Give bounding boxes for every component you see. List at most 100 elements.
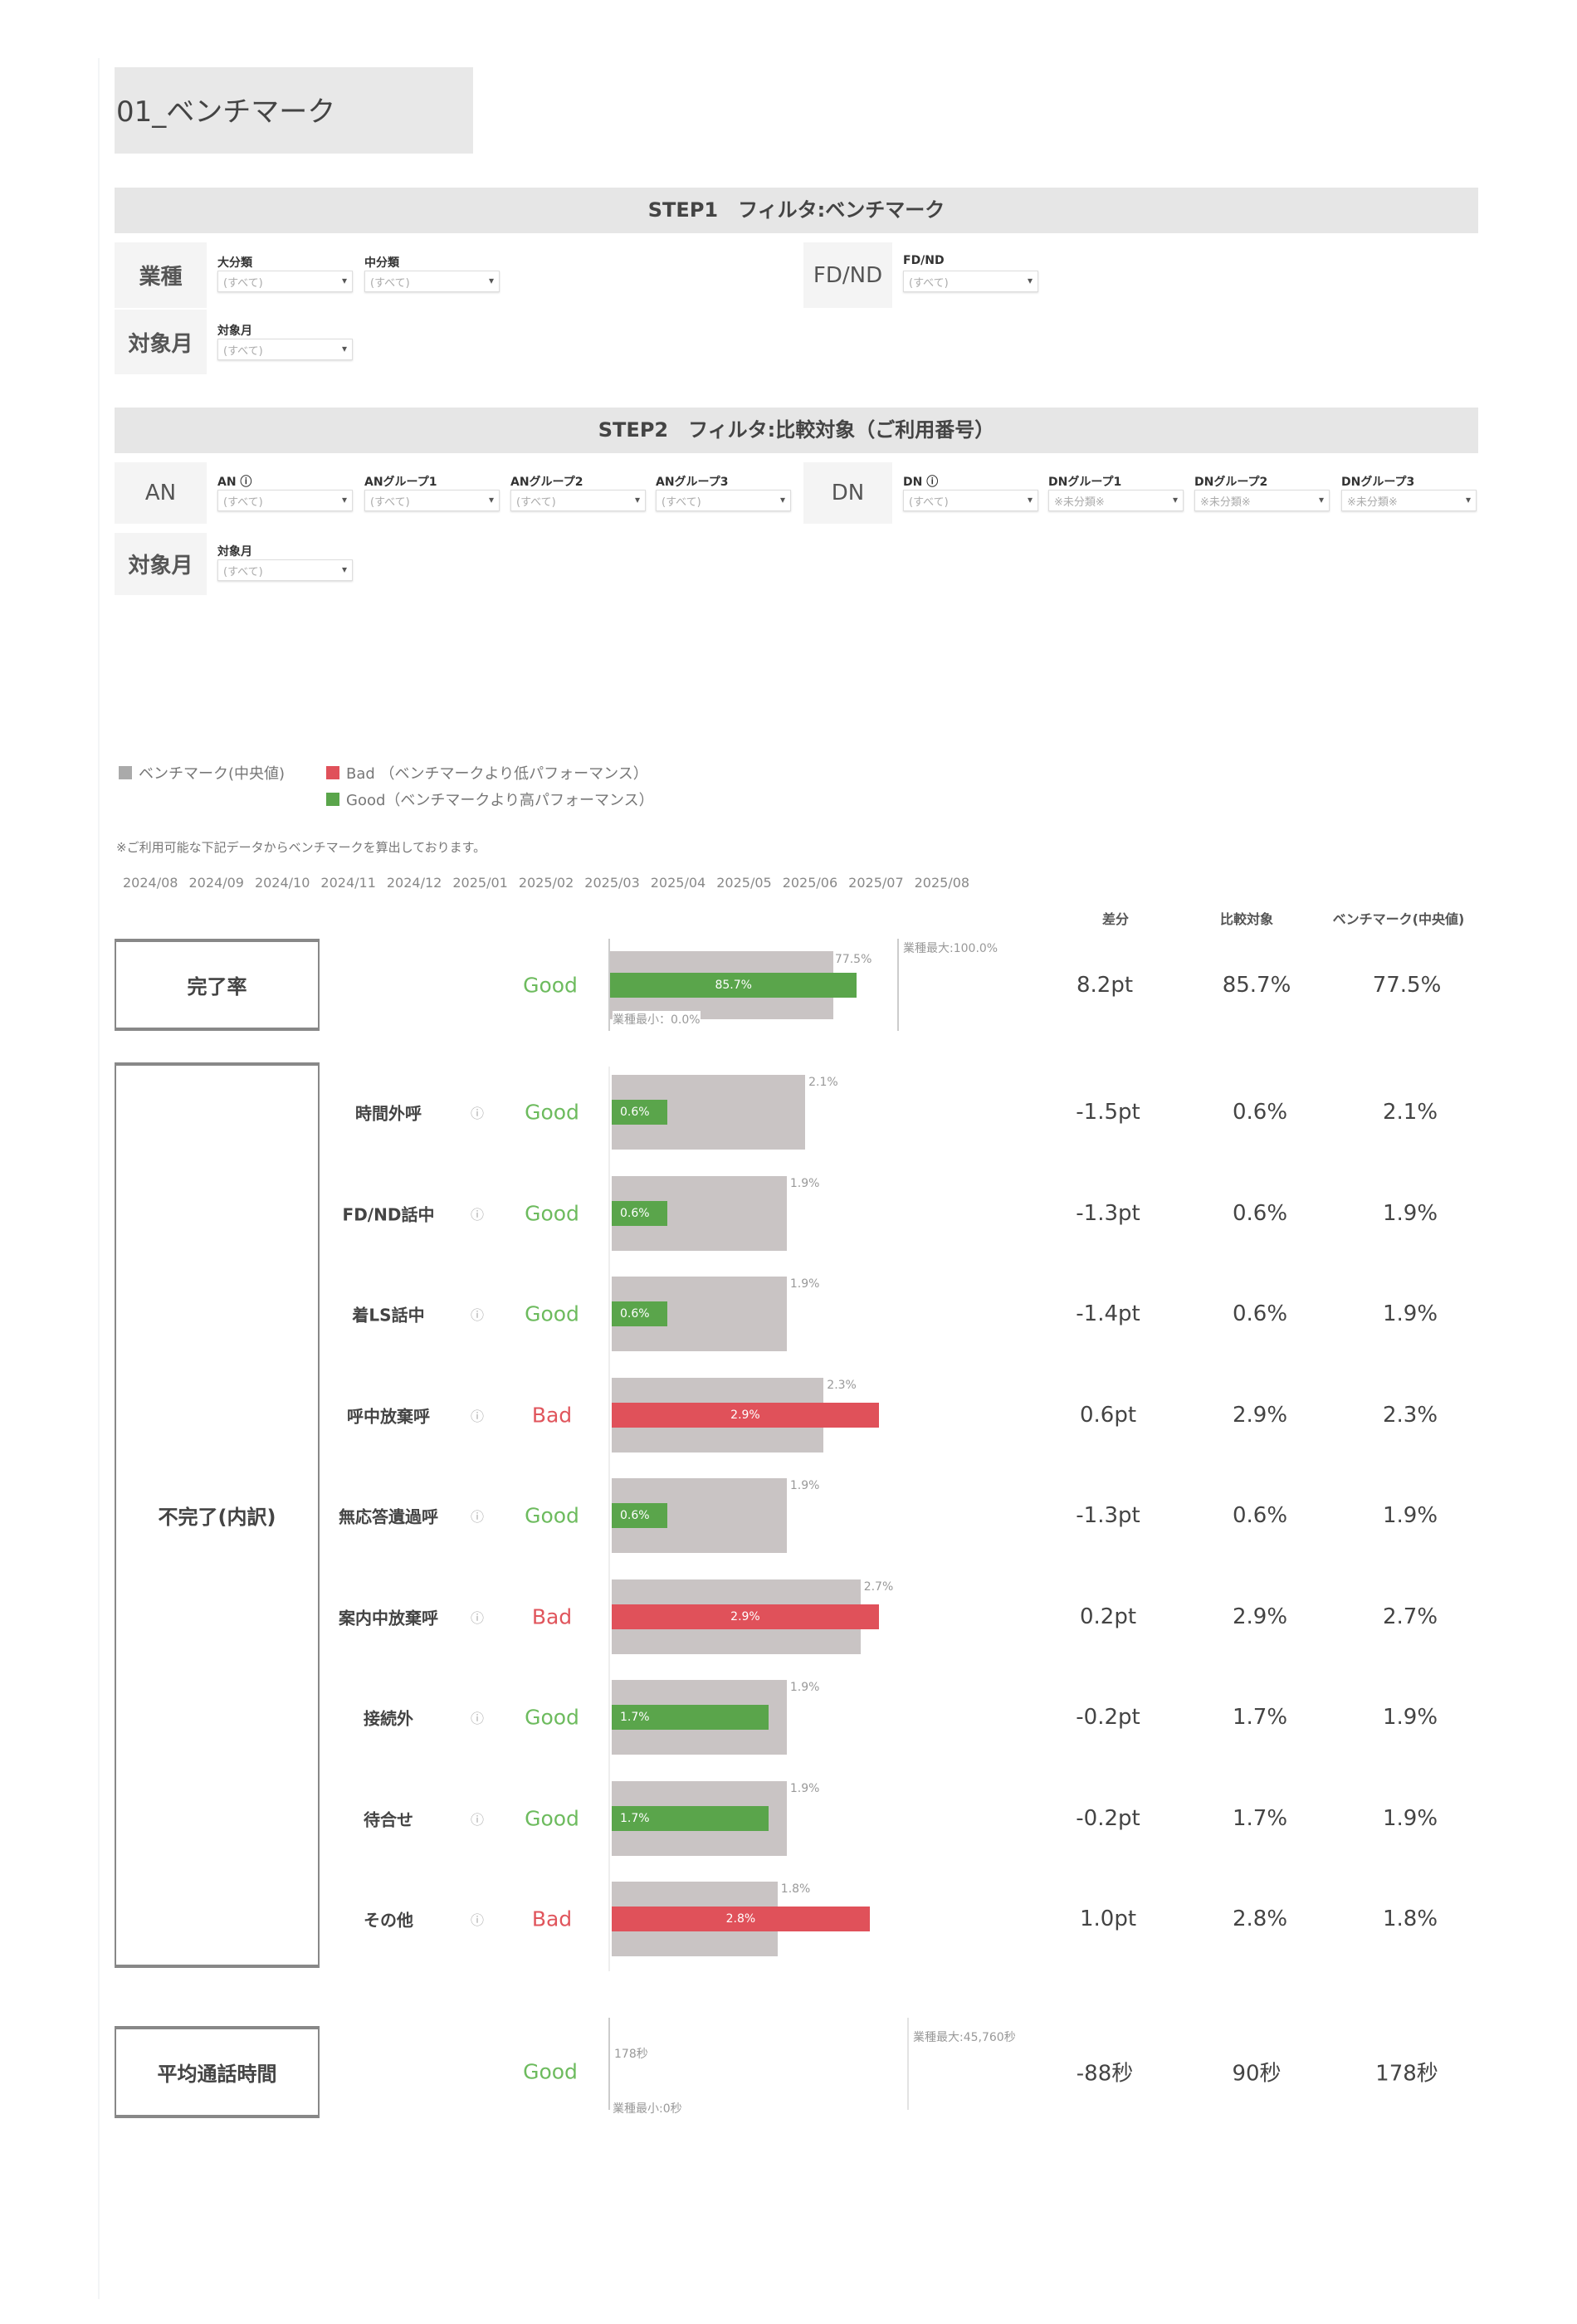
bad-swatch [326, 766, 339, 779]
step2-filter-dropdown[interactable]: ※未分類※ [1194, 490, 1330, 511]
completion-compare: 85.7% [1222, 973, 1291, 998]
step1-filter-label: 中分類 [364, 256, 399, 270]
row-benchmark: 1.9% [1382, 1503, 1438, 1528]
step1-filter-dropdown[interactable]: (すべて) [217, 339, 353, 360]
category-avg-call: 平均通話時間 [115, 2026, 320, 2118]
completion-status: Good [523, 973, 578, 998]
incomplete-axis [608, 1067, 610, 1971]
compare-bar-value: 2.9% [730, 1408, 760, 1422]
benchmark-bar-value: 2.7% [863, 1579, 894, 1594]
step2-filter-dropdown[interactable]: (すべて) [217, 559, 353, 581]
row-compare: 2.8% [1232, 1907, 1288, 1931]
fdnd-label: FD/ND [803, 242, 892, 308]
compare-bar: 1.7% [612, 1805, 769, 1831]
row-name: 呼中放棄呼 [347, 1406, 430, 1426]
compare-bar-value: 0.6% [620, 1206, 650, 1220]
info-icon[interactable]: ⓘ [470, 1711, 485, 1726]
step2-filter-label: DN ⓘ [903, 476, 939, 489]
step1-filter-dropdown[interactable]: (すべて) [903, 271, 1038, 292]
row-status: Bad [531, 1604, 573, 1628]
avg-call-diff: -88秒 [1076, 2061, 1134, 2087]
legend-good-text: Good（ベンチマークより高パフォーマンス） [346, 792, 654, 809]
compare-bar: 2.9% [612, 1402, 879, 1428]
completion-diff: 8.2pt [1076, 973, 1134, 998]
row-compare: 2.9% [1232, 1604, 1288, 1629]
col-compare: 比較対象 [1219, 911, 1274, 927]
compare-bar-value: 1.7% [620, 1811, 650, 1825]
category-incomplete: 不完了(内訳) [115, 1062, 320, 1968]
row-name: 待合せ [364, 1809, 413, 1829]
category-completion: 完了率 [115, 939, 320, 1031]
step2-filter-label: DNグループ1 [1048, 476, 1122, 489]
good-swatch [326, 793, 339, 806]
info-icon[interactable]: ⓘ [470, 1408, 485, 1424]
dn-label: DN [803, 462, 892, 524]
benchmark-bar-value: 1.9% [789, 1681, 820, 1694]
step1-filter-label: FD/ND [903, 254, 945, 267]
compare-bar: 0.6% [612, 1503, 667, 1528]
row-name: 時間外呼 [355, 1103, 422, 1124]
step1-header: STEP1 フィルタ:ベンチマーク [115, 188, 1478, 233]
avg-call-bar-label: 178秒 [614, 2048, 648, 2061]
page-divider [98, 58, 100, 2299]
avg-call-status: Good [523, 2059, 578, 2084]
compare-bar-value: 0.6% [620, 1307, 650, 1321]
row-status: Good [525, 1503, 579, 1528]
step2-filter-dropdown[interactable]: (すべて) [656, 490, 791, 511]
row-name: 接続外 [364, 1708, 413, 1729]
benchmark-bar-value: 1.9% [789, 1479, 820, 1492]
step1-filter-dropdown[interactable]: (すべて) [217, 271, 353, 292]
info-icon[interactable]: ⓘ [470, 1206, 485, 1223]
benchmark-bar-value: 1.8% [780, 1882, 811, 1896]
row-status: Good [525, 1705, 579, 1730]
step2-filter-dropdown[interactable]: ※未分類※ [1341, 490, 1477, 511]
step2-filter-dropdown[interactable]: (すべて) [217, 490, 353, 511]
compare-bar: 1.7% [612, 1705, 769, 1730]
month-label-2: 対象月 [115, 533, 207, 595]
month-label: 2024/11 [320, 875, 376, 891]
info-icon[interactable]: ⓘ [470, 1106, 485, 1121]
step1-filter-label: 対象月 [217, 325, 252, 338]
month-label: 2024/09 [188, 875, 244, 891]
legend-benchmark: ベンチマーク(中央値) [119, 762, 285, 784]
month-label: 2025/06 [782, 875, 838, 891]
row-diff: -1.5pt [1076, 1100, 1140, 1125]
compare-bar: 0.6% [612, 1200, 667, 1226]
row-diff: 1.0pt [1079, 1907, 1137, 1931]
avg-call-max-label: 業種最大:45,760秒 [913, 2031, 1016, 2044]
row-status: Good [525, 1100, 579, 1125]
info-icon[interactable]: ⓘ [470, 1811, 485, 1828]
row-diff: -0.2pt [1076, 1805, 1140, 1831]
month-label: 2024/08 [123, 875, 178, 891]
row-name: FD/ND話中 [342, 1204, 435, 1224]
row-benchmark: 1.8% [1382, 1907, 1438, 1931]
compare-bar: 0.6% [612, 1301, 667, 1326]
month-label: 2025/04 [650, 875, 706, 891]
row-diff: 0.2pt [1079, 1604, 1137, 1629]
row-compare: 1.7% [1232, 1705, 1288, 1730]
info-icon[interactable]: ⓘ [470, 1509, 485, 1525]
avg-call-compare: 90秒 [1232, 2061, 1282, 2087]
row-status: Good [525, 1806, 579, 1830]
compare-bar-value: 0.6% [620, 1106, 650, 1119]
info-icon[interactable]: ⓘ [470, 1307, 485, 1323]
step2-filter-dropdown[interactable]: (すべて) [510, 490, 646, 511]
row-benchmark: 1.9% [1382, 1805, 1438, 1831]
row-compare: 0.6% [1232, 1503, 1288, 1528]
month-label: 2024/12 [386, 875, 442, 891]
row-benchmark: 1.9% [1382, 1200, 1438, 1226]
compare-bar: 0.6% [612, 1100, 667, 1125]
legend-good: Good（ベンチマークより高パフォーマンス） [326, 788, 654, 810]
compare-bar-value: 2.9% [730, 1609, 760, 1623]
step2-filter-label: AN ⓘ [217, 476, 252, 489]
row-compare: 0.6% [1232, 1100, 1288, 1125]
benchmark-bar-value: 1.9% [789, 1277, 820, 1291]
info-icon[interactable]: ⓘ [470, 1912, 485, 1928]
step1-filter-dropdown[interactable]: (すべて) [364, 271, 500, 292]
step2-filter-dropdown[interactable]: (すべて) [364, 490, 500, 511]
info-icon[interactable]: ⓘ [470, 1609, 485, 1626]
row-benchmark: 1.9% [1382, 1301, 1438, 1326]
row-status: Bad [531, 1907, 573, 1931]
step2-filter-dropdown[interactable]: (すべて) [903, 490, 1038, 511]
step2-filter-dropdown[interactable]: ※未分類※ [1048, 490, 1184, 511]
